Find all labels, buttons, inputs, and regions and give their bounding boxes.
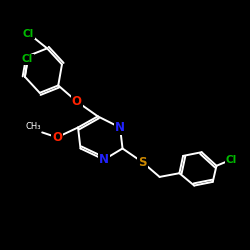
Text: Cl: Cl: [23, 28, 34, 38]
Text: S: S: [138, 156, 146, 168]
Text: O: O: [52, 131, 62, 144]
Text: N: N: [115, 121, 125, 134]
Text: Cl: Cl: [226, 154, 237, 164]
Text: N: N: [99, 153, 109, 166]
Text: Cl: Cl: [22, 54, 33, 64]
Text: CH₃: CH₃: [26, 122, 41, 131]
Text: O: O: [72, 95, 82, 108]
